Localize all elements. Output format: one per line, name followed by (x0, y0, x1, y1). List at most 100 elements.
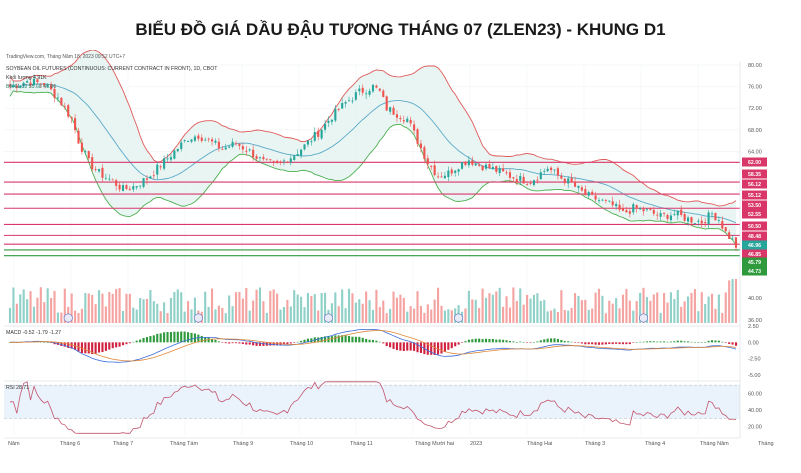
macd-histogram-bar (488, 338, 491, 343)
volume-bar (210, 288, 214, 323)
volume-bar (532, 294, 536, 323)
candle-body (115, 180, 118, 186)
macd-histogram-bar (649, 341, 652, 343)
macd-histogram-bar (645, 341, 649, 343)
macd-histogram-bar (289, 342, 292, 344)
candle-body (108, 178, 111, 180)
candle-body (330, 119, 333, 122)
macd-histogram-bar (491, 339, 494, 343)
candle-body (121, 185, 125, 191)
candle-body (176, 148, 179, 152)
macd-histogram-bar (690, 341, 693, 343)
volume-bar (543, 299, 546, 323)
volume-bar (293, 290, 296, 323)
volume-bar (608, 300, 611, 323)
volume-bar (423, 312, 426, 323)
candle-body (149, 176, 152, 179)
price-label-tag (742, 169, 767, 179)
macd-histogram-bar (639, 341, 642, 343)
candle-body (693, 222, 696, 224)
macd-histogram-bar (704, 342, 707, 343)
volume-bar (645, 297, 649, 323)
price-label-text: 46.85 (748, 252, 761, 258)
macd-histogram-bar (625, 342, 628, 345)
candle-body (553, 169, 556, 171)
volume-bar (104, 306, 107, 323)
macd-histogram-bar (344, 335, 347, 343)
volume-bar (409, 306, 412, 323)
candle-body (460, 162, 464, 169)
macd-histogram-bar (87, 342, 90, 354)
bollinger-basis (9, 83, 737, 224)
macd-histogram-bar (104, 342, 107, 351)
volume-bar (673, 298, 676, 323)
macd-histogram-bar (399, 342, 402, 351)
volume-bar (529, 298, 532, 323)
macd-histogram-bar (224, 342, 227, 344)
candle-body (413, 124, 416, 131)
volume-bar (115, 289, 118, 323)
candle-body (238, 143, 241, 146)
macd-histogram-bar (293, 342, 296, 343)
candle-body (228, 146, 231, 148)
volume-bar (204, 291, 207, 323)
volume-bar (139, 298, 142, 323)
macd-histogram-bar (618, 342, 621, 345)
macd-histogram-bar (430, 342, 433, 355)
macd-histogram-bar (330, 336, 333, 343)
volume-bar (618, 308, 621, 323)
candle-body (447, 170, 450, 178)
price-label-text: 50.50 (748, 224, 761, 230)
volume-bar (63, 288, 66, 323)
volume-bar (611, 303, 614, 323)
candle-body (450, 169, 453, 174)
macd-histogram-bar (406, 342, 409, 351)
chart-title: BIỂU ĐỒ GIÁ DẦU ĐẬU TƯƠNG THÁNG 07 (ZLEN… (135, 20, 666, 39)
time-tick-label: Tháng Mười hai (415, 441, 454, 447)
candle-body (341, 102, 344, 109)
candle-body (498, 168, 501, 174)
macd-histogram-bar (642, 341, 645, 343)
candle-body (601, 199, 604, 201)
candle-body (241, 146, 244, 150)
macd-histogram-bar (471, 339, 474, 343)
macd-histogram-bar (272, 342, 275, 346)
volume-bar (217, 305, 220, 323)
volume-bar (36, 297, 39, 323)
candle-body (467, 160, 470, 166)
candle-body (320, 129, 323, 139)
candle-body (618, 204, 621, 210)
candle-body (173, 150, 176, 159)
candle-body (457, 169, 460, 172)
volume-bar (604, 313, 607, 323)
volume-bar (207, 306, 210, 323)
macd-histogram-bar (67, 342, 70, 348)
candle-body (433, 165, 436, 176)
candle-body (91, 157, 94, 170)
candle-body (632, 204, 635, 213)
price-label-text: 55.12 (748, 193, 761, 199)
volume-bar (502, 306, 505, 323)
price-tick-label: 64.00 (748, 149, 762, 155)
candle-body (594, 195, 597, 200)
macd-histogram-bar (371, 339, 375, 343)
macd-histogram-bar (395, 342, 399, 351)
macd-histogram-bar (669, 341, 672, 343)
macd-histogram-bar (604, 342, 607, 345)
candle-body (608, 200, 611, 202)
macd-histogram-bar (502, 339, 505, 343)
macd-histogram-bar (228, 342, 231, 344)
volume-bar (135, 309, 138, 323)
macd-histogram-bar (714, 340, 717, 343)
candle-body (104, 177, 107, 179)
volume-bar (570, 307, 573, 323)
candle-body (156, 164, 159, 175)
candle-body (426, 158, 429, 165)
volume-bar (29, 291, 32, 323)
candle-body (190, 139, 193, 142)
macd-histogram-bar (526, 342, 529, 343)
time-tick-label: Tháng Tám (170, 441, 198, 447)
volume-bar (365, 291, 368, 323)
volume-bar (601, 295, 604, 323)
volume-bar (276, 293, 279, 323)
